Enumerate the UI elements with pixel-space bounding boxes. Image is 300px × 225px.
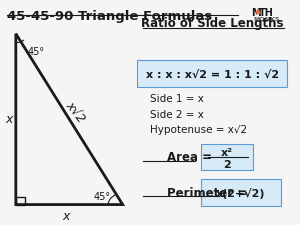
Text: x²: x² (220, 148, 232, 158)
Text: Area =: Area = (167, 151, 212, 164)
FancyBboxPatch shape (137, 61, 287, 88)
Text: MONKS: MONKS (253, 17, 280, 22)
Text: x : x : x√2 = 1 : 1 : √2: x : x : x√2 = 1 : 1 : √2 (146, 69, 279, 79)
Text: 45-45-90 Triangle Formulas: 45-45-90 Triangle Formulas (7, 10, 212, 23)
FancyBboxPatch shape (201, 144, 253, 170)
Text: Hypotenuse = x√2: Hypotenuse = x√2 (150, 125, 247, 135)
Text: Perimeter =: Perimeter = (167, 186, 247, 199)
Text: TH: TH (259, 8, 274, 18)
Text: Side 2 = x: Side 2 = x (150, 109, 204, 119)
Text: x: x (5, 112, 12, 125)
Text: x√2: x√2 (63, 99, 87, 125)
Text: x(2+√2): x(2+√2) (216, 187, 266, 198)
Text: Side 1 = x: Side 1 = x (150, 94, 204, 104)
Text: 45°: 45° (94, 191, 111, 201)
Polygon shape (256, 10, 260, 14)
FancyBboxPatch shape (201, 179, 281, 206)
Text: Ratio of Side Lengths: Ratio of Side Lengths (141, 17, 284, 30)
Bar (16, 197, 26, 205)
Text: 2: 2 (223, 160, 230, 169)
Text: 45°: 45° (27, 47, 44, 57)
Text: M: M (251, 8, 261, 18)
Text: x: x (63, 209, 70, 222)
